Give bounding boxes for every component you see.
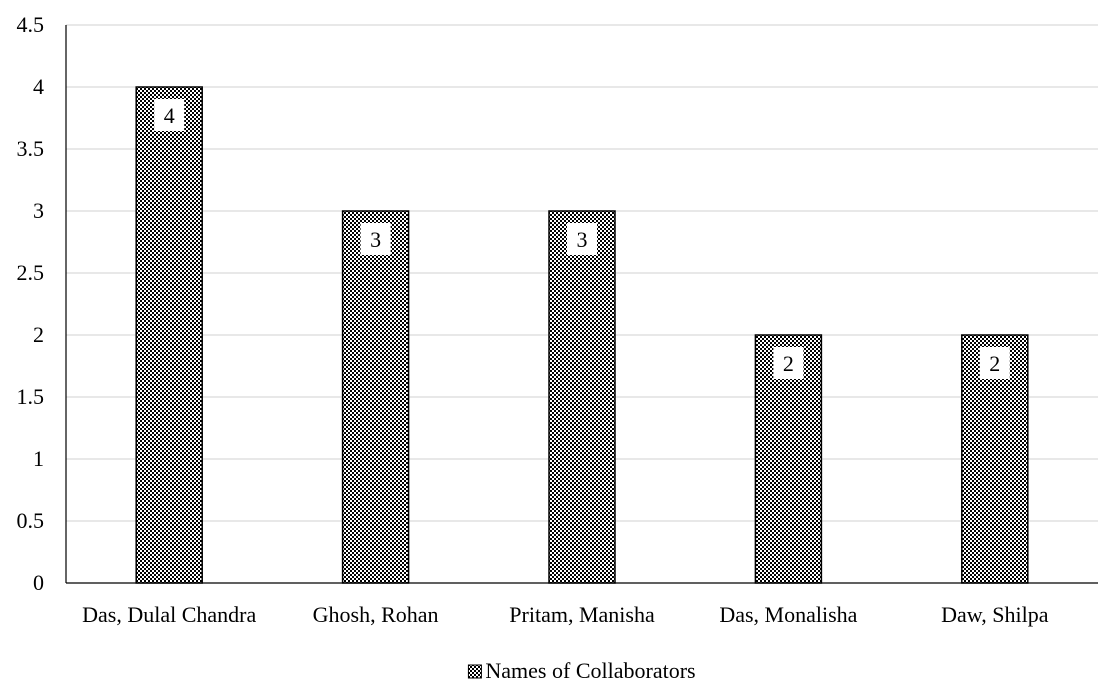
category-label: Das, Dulal Chandra	[82, 602, 256, 627]
data-label: 3	[370, 227, 381, 252]
category-label: Pritam, Manisha	[509, 602, 655, 627]
legend-label: Names of Collaborators	[485, 658, 695, 683]
y-tick-labels: 0 0.5 1 1.5 2 2.5 3 3.5 4 4.5	[17, 12, 45, 595]
category-label: Daw, Shilpa	[941, 602, 1049, 627]
legend: Names of Collaborators	[468, 658, 695, 683]
bar	[549, 211, 615, 583]
bar	[136, 87, 202, 583]
y-tick-label: 1.5	[17, 384, 45, 409]
y-tick-label: 4	[33, 74, 44, 99]
data-label: 2	[989, 351, 1000, 376]
y-tick-label: 0.5	[17, 508, 45, 533]
legend-swatch	[468, 665, 481, 678]
y-tick-label: 0	[33, 570, 44, 595]
y-tick-label: 2.5	[17, 260, 45, 285]
y-tick-label: 3.5	[17, 136, 45, 161]
y-tick-label: 1	[33, 446, 44, 471]
bar	[343, 211, 409, 583]
y-tick-label: 4.5	[17, 12, 45, 37]
category-label: Das, Monalisha	[719, 602, 857, 627]
data-label: 3	[577, 227, 588, 252]
category-labels: Das, Dulal Chandra Ghosh, Rohan Pritam, Ma…	[82, 602, 1049, 627]
y-tick-label: 3	[33, 198, 44, 223]
data-label: 2	[783, 351, 794, 376]
category-label: Ghosh, Rohan	[313, 602, 439, 627]
y-tick-label: 2	[33, 322, 44, 347]
data-label: 4	[164, 103, 175, 128]
